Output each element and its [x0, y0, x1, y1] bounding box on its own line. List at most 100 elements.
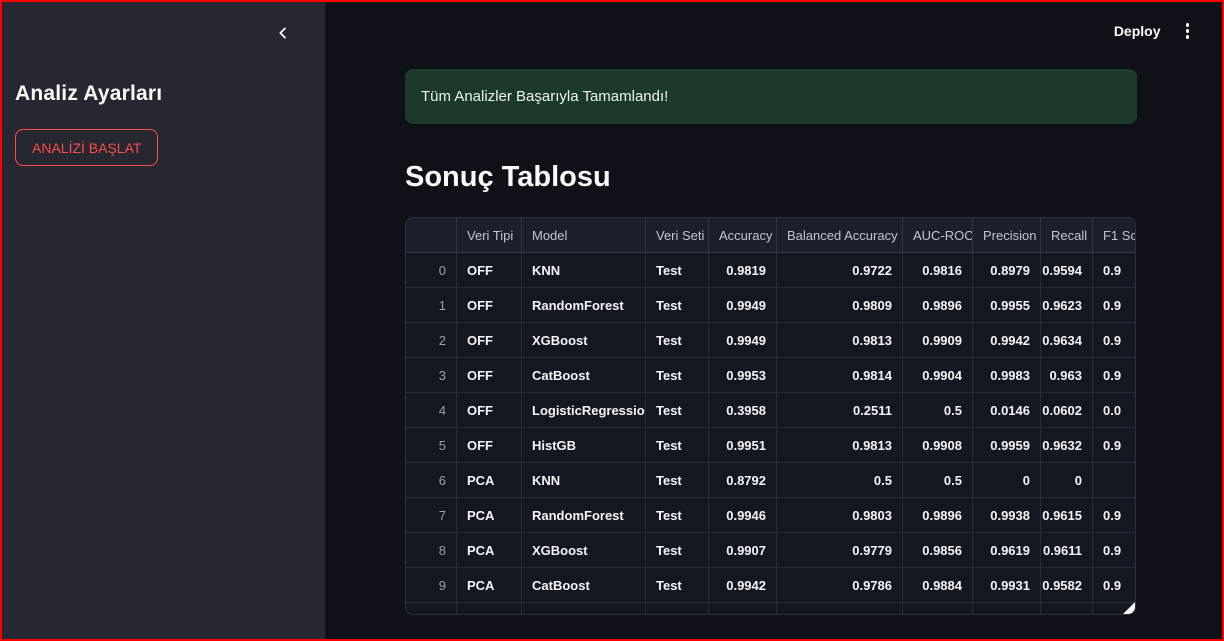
column-header-balanced-accuracy[interactable]: Balanced Accuracy — [777, 218, 903, 252]
cell-index[interactable]: 9 — [406, 568, 457, 602]
cell-veri-tipi[interactable]: OFF — [457, 393, 522, 427]
column-header-veri-tipi[interactable]: Veri Tipi — [457, 218, 522, 252]
cell-auc-roc[interactable]: 0.9896 — [903, 498, 973, 532]
cell-recall[interactable]: 0.0602 — [1041, 393, 1093, 427]
cell-accuracy[interactable]: 0.9949 — [709, 288, 777, 322]
cell-precision[interactable]: 0 — [973, 463, 1041, 497]
cell-auc-roc[interactable]: 0.9909 — [903, 323, 973, 357]
cell-veri-tipi[interactable]: OFF — [457, 428, 522, 462]
cell-f1-score[interactable]: 0.9 — [1093, 288, 1135, 322]
cell-model[interactable]: KNN — [522, 253, 646, 287]
cell-balanced-accuracy[interactable]: 0.9803 — [777, 498, 903, 532]
cell-veri-tipi[interactable]: PCA — [457, 533, 522, 567]
cell-veri-seti[interactable]: Test — [646, 463, 709, 497]
cell-f1-score[interactable]: 0.9 — [1093, 323, 1135, 357]
cell-model[interactable]: RandomForest — [522, 288, 646, 322]
deploy-button[interactable]: Deploy — [1113, 22, 1161, 39]
cell-accuracy[interactable]: 0.9953 — [709, 358, 777, 392]
cell-recall[interactable]: 0.963 — [1041, 358, 1093, 392]
cell-balanced-accuracy[interactable]: 0.2511 — [777, 393, 903, 427]
cell-auc-roc[interactable]: 0.9856 — [903, 533, 973, 567]
cell-precision[interactable]: 0.9931 — [973, 568, 1041, 602]
column-header-f1-score[interactable]: F1 Sc — [1093, 218, 1135, 252]
cell-recall[interactable]: 0.9632 — [1041, 428, 1093, 462]
cell-balanced-accuracy[interactable]: 0.5 — [777, 463, 903, 497]
cell-precision[interactable]: 0.9983 — [973, 358, 1041, 392]
cell-recall[interactable]: 0.9634 — [1041, 323, 1093, 357]
cell-f1-score[interactable] — [1093, 463, 1135, 497]
cell-f1-score[interactable]: 0.9 — [1093, 253, 1135, 287]
cell-f1-score[interactable]: 0.9 — [1093, 428, 1135, 462]
cell-auc-roc[interactable]: 0.9816 — [903, 253, 973, 287]
cell-precision[interactable]: 0.9619 — [973, 533, 1041, 567]
cell-index[interactable]: 2 — [406, 323, 457, 357]
cell-veri-seti[interactable]: Test — [646, 393, 709, 427]
cell-model[interactable]: XGBoost — [522, 533, 646, 567]
cell-recall[interactable]: 0.9594 — [1041, 253, 1093, 287]
cell-index[interactable]: 6 — [406, 463, 457, 497]
cell-index[interactable]: 5 — [406, 428, 457, 462]
cell-veri-seti[interactable]: Test — [646, 253, 709, 287]
cell-f1-score[interactable]: 0.9 — [1093, 568, 1135, 602]
cell-f1-score[interactable]: 0.9 — [1093, 533, 1135, 567]
cell-f1-score[interactable]: 0.9 — [1093, 358, 1135, 392]
cell-balanced-accuracy[interactable]: 0.9809 — [777, 288, 903, 322]
cell-model[interactable]: CatBoost — [522, 568, 646, 602]
cell-recall[interactable]: 0 — [1041, 463, 1093, 497]
cell-precision[interactable]: 0.0146 — [973, 393, 1041, 427]
table-resize-handle[interactable] — [1123, 602, 1135, 614]
cell-balanced-accuracy[interactable]: 0.9813 — [777, 428, 903, 462]
cell-veri-seti[interactable]: Test — [646, 568, 709, 602]
cell-model[interactable]: KNN — [522, 463, 646, 497]
cell-precision[interactable]: 0.9959 — [973, 428, 1041, 462]
cell-veri-seti[interactable]: Test — [646, 498, 709, 532]
cell-index[interactable]: 0 — [406, 253, 457, 287]
column-header-precision[interactable]: Precision — [973, 218, 1041, 252]
cell-accuracy[interactable]: 0.9951 — [709, 428, 777, 462]
cell-balanced-accuracy[interactable]: 0.9814 — [777, 358, 903, 392]
cell-accuracy[interactable]: 0.9819 — [709, 253, 777, 287]
cell-model[interactable]: RandomForest — [522, 498, 646, 532]
cell-auc-roc[interactable]: 0.5 — [903, 463, 973, 497]
cell-veri-seti[interactable]: Test — [646, 533, 709, 567]
cell-auc-roc[interactable]: 0.9896 — [903, 288, 973, 322]
cell-accuracy[interactable]: 0.9942 — [709, 568, 777, 602]
cell-veri-tipi[interactable]: PCA — [457, 568, 522, 602]
cell-auc-roc[interactable]: 0.9884 — [903, 568, 973, 602]
overflow-menu-button[interactable] — [1183, 20, 1193, 42]
cell-recall[interactable]: 0.9623 — [1041, 288, 1093, 322]
cell-precision[interactable]: 0.9938 — [973, 498, 1041, 532]
cell-index[interactable]: 1 — [406, 288, 457, 322]
cell-auc-roc[interactable]: 0.9904 — [903, 358, 973, 392]
column-header-auc-roc[interactable]: AUC-ROC — [903, 218, 973, 252]
cell-balanced-accuracy[interactable]: 0.9722 — [777, 253, 903, 287]
cell-veri-seti[interactable]: Test — [646, 358, 709, 392]
cell-auc-roc[interactable]: 0.9908 — [903, 428, 973, 462]
cell-index[interactable]: 8 — [406, 533, 457, 567]
cell-accuracy[interactable]: 0.9907 — [709, 533, 777, 567]
cell-accuracy[interactable]: 0.8792 — [709, 463, 777, 497]
cell-index[interactable]: 4 — [406, 393, 457, 427]
cell-veri-seti[interactable]: Test — [646, 428, 709, 462]
cell-veri-seti[interactable]: Test — [646, 288, 709, 322]
cell-f1-score[interactable]: 0.0 — [1093, 393, 1135, 427]
cell-veri-tipi[interactable]: PCA — [457, 463, 522, 497]
column-header-recall[interactable]: Recall — [1041, 218, 1093, 252]
cell-recall[interactable]: 0.9611 — [1041, 533, 1093, 567]
cell-model[interactable]: XGBoost — [522, 323, 646, 357]
cell-veri-tipi[interactable]: OFF — [457, 288, 522, 322]
cell-veri-tipi[interactable]: OFF — [457, 358, 522, 392]
column-header-index[interactable] — [406, 218, 457, 252]
cell-balanced-accuracy[interactable]: 0.9786 — [777, 568, 903, 602]
cell-veri-tipi[interactable]: OFF — [457, 323, 522, 357]
cell-balanced-accuracy[interactable]: 0.9813 — [777, 323, 903, 357]
cell-precision[interactable]: 0.9955 — [973, 288, 1041, 322]
column-header-model[interactable]: Model — [522, 218, 646, 252]
cell-model[interactable]: CatBoost — [522, 358, 646, 392]
column-header-veri-seti[interactable]: Veri Seti — [646, 218, 709, 252]
start-analysis-button[interactable]: ANALİZİ BAŞLAT — [15, 129, 159, 166]
column-header-accuracy[interactable]: Accuracy — [709, 218, 777, 252]
cell-recall[interactable]: 0.9615 — [1041, 498, 1093, 532]
cell-veri-tipi[interactable]: PCA — [457, 498, 522, 532]
cell-auc-roc[interactable]: 0.5 — [903, 393, 973, 427]
